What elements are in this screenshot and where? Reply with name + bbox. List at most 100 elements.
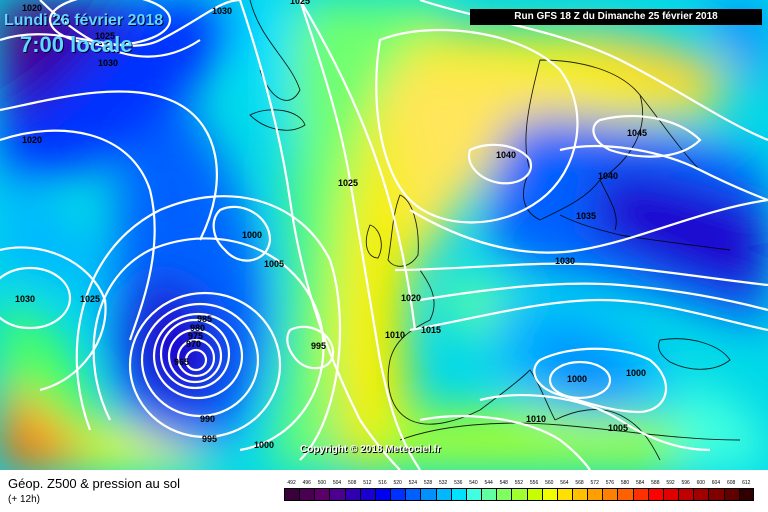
isobar-label: 1030	[98, 58, 118, 68]
geopotential-field	[0, 0, 768, 470]
color-scale-step: 496	[299, 477, 315, 501]
color-scale-value: 572	[590, 480, 599, 486]
color-scale-step: 608	[723, 477, 739, 501]
legend-title: Géop. Z500 & pression au sol	[8, 476, 180, 491]
color-scale-value: 556	[529, 480, 539, 486]
isobar-label: 1020	[401, 293, 421, 303]
color-scale-swatch	[587, 488, 603, 501]
copyright-notice: Copyright © 2018 Meteociel.fr	[300, 444, 441, 455]
color-scale-swatch	[496, 488, 512, 501]
legend-subtitle: (+ 12h)	[8, 494, 40, 505]
weather-map: 1020 1030 1025 1025 1030 1020 1030 1025 …	[0, 0, 768, 470]
color-scale-swatch	[465, 488, 482, 501]
isobar-label: 1025	[338, 178, 358, 188]
color-scale-step: 492	[284, 477, 300, 501]
color-scale-step: 560	[541, 477, 557, 501]
isobar-label: 1030	[15, 294, 35, 304]
isobar-label: 1025	[290, 0, 310, 6]
isobar-label: 1000	[567, 374, 587, 384]
forecast-date: Lundi 26 février 2018	[4, 12, 164, 29]
color-scale-step: 500	[314, 477, 330, 501]
color-scale-swatch	[511, 488, 527, 501]
color-scale-value: 512	[363, 480, 372, 486]
color-scale-value: 536	[454, 480, 463, 486]
color-scale-swatch	[708, 488, 724, 501]
isobar-label: 1000	[242, 230, 262, 240]
isobar-label: 1010	[385, 330, 405, 340]
color-scale-value: 600	[696, 480, 705, 486]
color-scale-swatch	[374, 488, 391, 501]
color-scale-swatch	[435, 488, 451, 501]
isobar-label: 1025	[80, 294, 100, 304]
isobar-label: 975	[188, 331, 203, 341]
color-scale-swatch	[299, 488, 315, 501]
color-scale-swatch	[526, 488, 542, 501]
isobar-label: 995	[202, 434, 217, 444]
isobar-label: 1020	[22, 3, 42, 13]
color-scale-value: 520	[393, 480, 402, 486]
isobars	[0, 0, 768, 470]
color-scale-value: 532	[438, 480, 448, 486]
color-scale-value: 508	[348, 480, 357, 486]
color-scale-swatch	[632, 488, 648, 501]
isobar-label: 990	[200, 414, 215, 424]
isobar-label: 1020	[22, 135, 42, 145]
color-scale-step: 520	[390, 477, 406, 501]
color-scale-value: 568	[575, 480, 584, 486]
color-scale-step: 528	[420, 477, 436, 501]
isobar-label: 1035	[576, 211, 596, 221]
color-scale-value: 604	[711, 480, 721, 486]
color-scale-step: 552	[511, 477, 527, 501]
color-scale-value: 596	[681, 480, 690, 486]
color-scale-swatch	[390, 488, 406, 501]
forecast-time: 7:00 locale	[20, 32, 133, 57]
color-scale-value: 560	[545, 480, 554, 486]
color-scale-step: 544	[481, 477, 497, 501]
color-scale-value: 544	[484, 480, 493, 486]
color-scale-swatch	[662, 488, 679, 501]
color-scale-value: 528	[423, 480, 433, 486]
color-scale-step: 592	[662, 477, 679, 501]
color-scale-value: 580	[620, 480, 630, 486]
color-scale-swatch	[481, 488, 497, 501]
isobar-label: 980	[190, 323, 205, 333]
color-scale-value: 496	[302, 480, 311, 486]
isobar-label: 965	[174, 357, 189, 367]
color-scale-value: 592	[666, 480, 675, 486]
isobar-label: 1045	[627, 128, 647, 138]
color-scale-step: 512	[359, 477, 375, 501]
color-scale-value: 524	[408, 480, 417, 486]
isobar-label: 970	[186, 339, 201, 349]
color-scale: 492 496 500 504 508 512 516 520 524 528 532 536 540 5…	[284, 477, 754, 501]
color-scale-step: 504	[329, 477, 345, 501]
color-scale-step: 604	[708, 477, 724, 501]
color-scale-swatch	[344, 488, 360, 501]
color-scale-step: 556	[526, 477, 542, 501]
color-scale-swatch	[556, 488, 572, 501]
color-scale-swatch	[329, 488, 345, 501]
color-scale-step: 508	[344, 477, 360, 501]
color-scale-step: 596	[678, 477, 694, 501]
color-scale-swatch	[647, 488, 663, 501]
model-run-label: Run GFS 18 Z du Dimanche 25 février 2018	[470, 9, 762, 25]
color-scale-value: 548	[499, 480, 508, 486]
color-scale-value: 584	[636, 480, 645, 486]
isobar-label: 1005	[264, 259, 284, 269]
isobar-label: 1040	[496, 150, 516, 160]
color-scale-value: 552	[514, 480, 524, 486]
color-scale-step: 524	[405, 477, 421, 501]
isobar-label: 1000	[254, 440, 274, 450]
color-scale-swatch	[450, 488, 466, 501]
color-scale-value: 540	[469, 480, 478, 486]
color-scale-swatch	[314, 488, 330, 501]
color-scale-value: 492	[287, 480, 296, 486]
color-scale-step: 576	[602, 477, 618, 501]
color-scale-swatch	[723, 488, 739, 501]
isobar-label: 1010	[526, 414, 546, 424]
color-scale-value: 608	[726, 480, 736, 486]
color-scale-value: 612	[742, 480, 751, 486]
color-scale-swatch	[693, 488, 709, 501]
color-scale-step: 572	[587, 477, 603, 501]
color-scale-swatch	[571, 488, 588, 501]
color-scale-swatch	[738, 488, 754, 501]
